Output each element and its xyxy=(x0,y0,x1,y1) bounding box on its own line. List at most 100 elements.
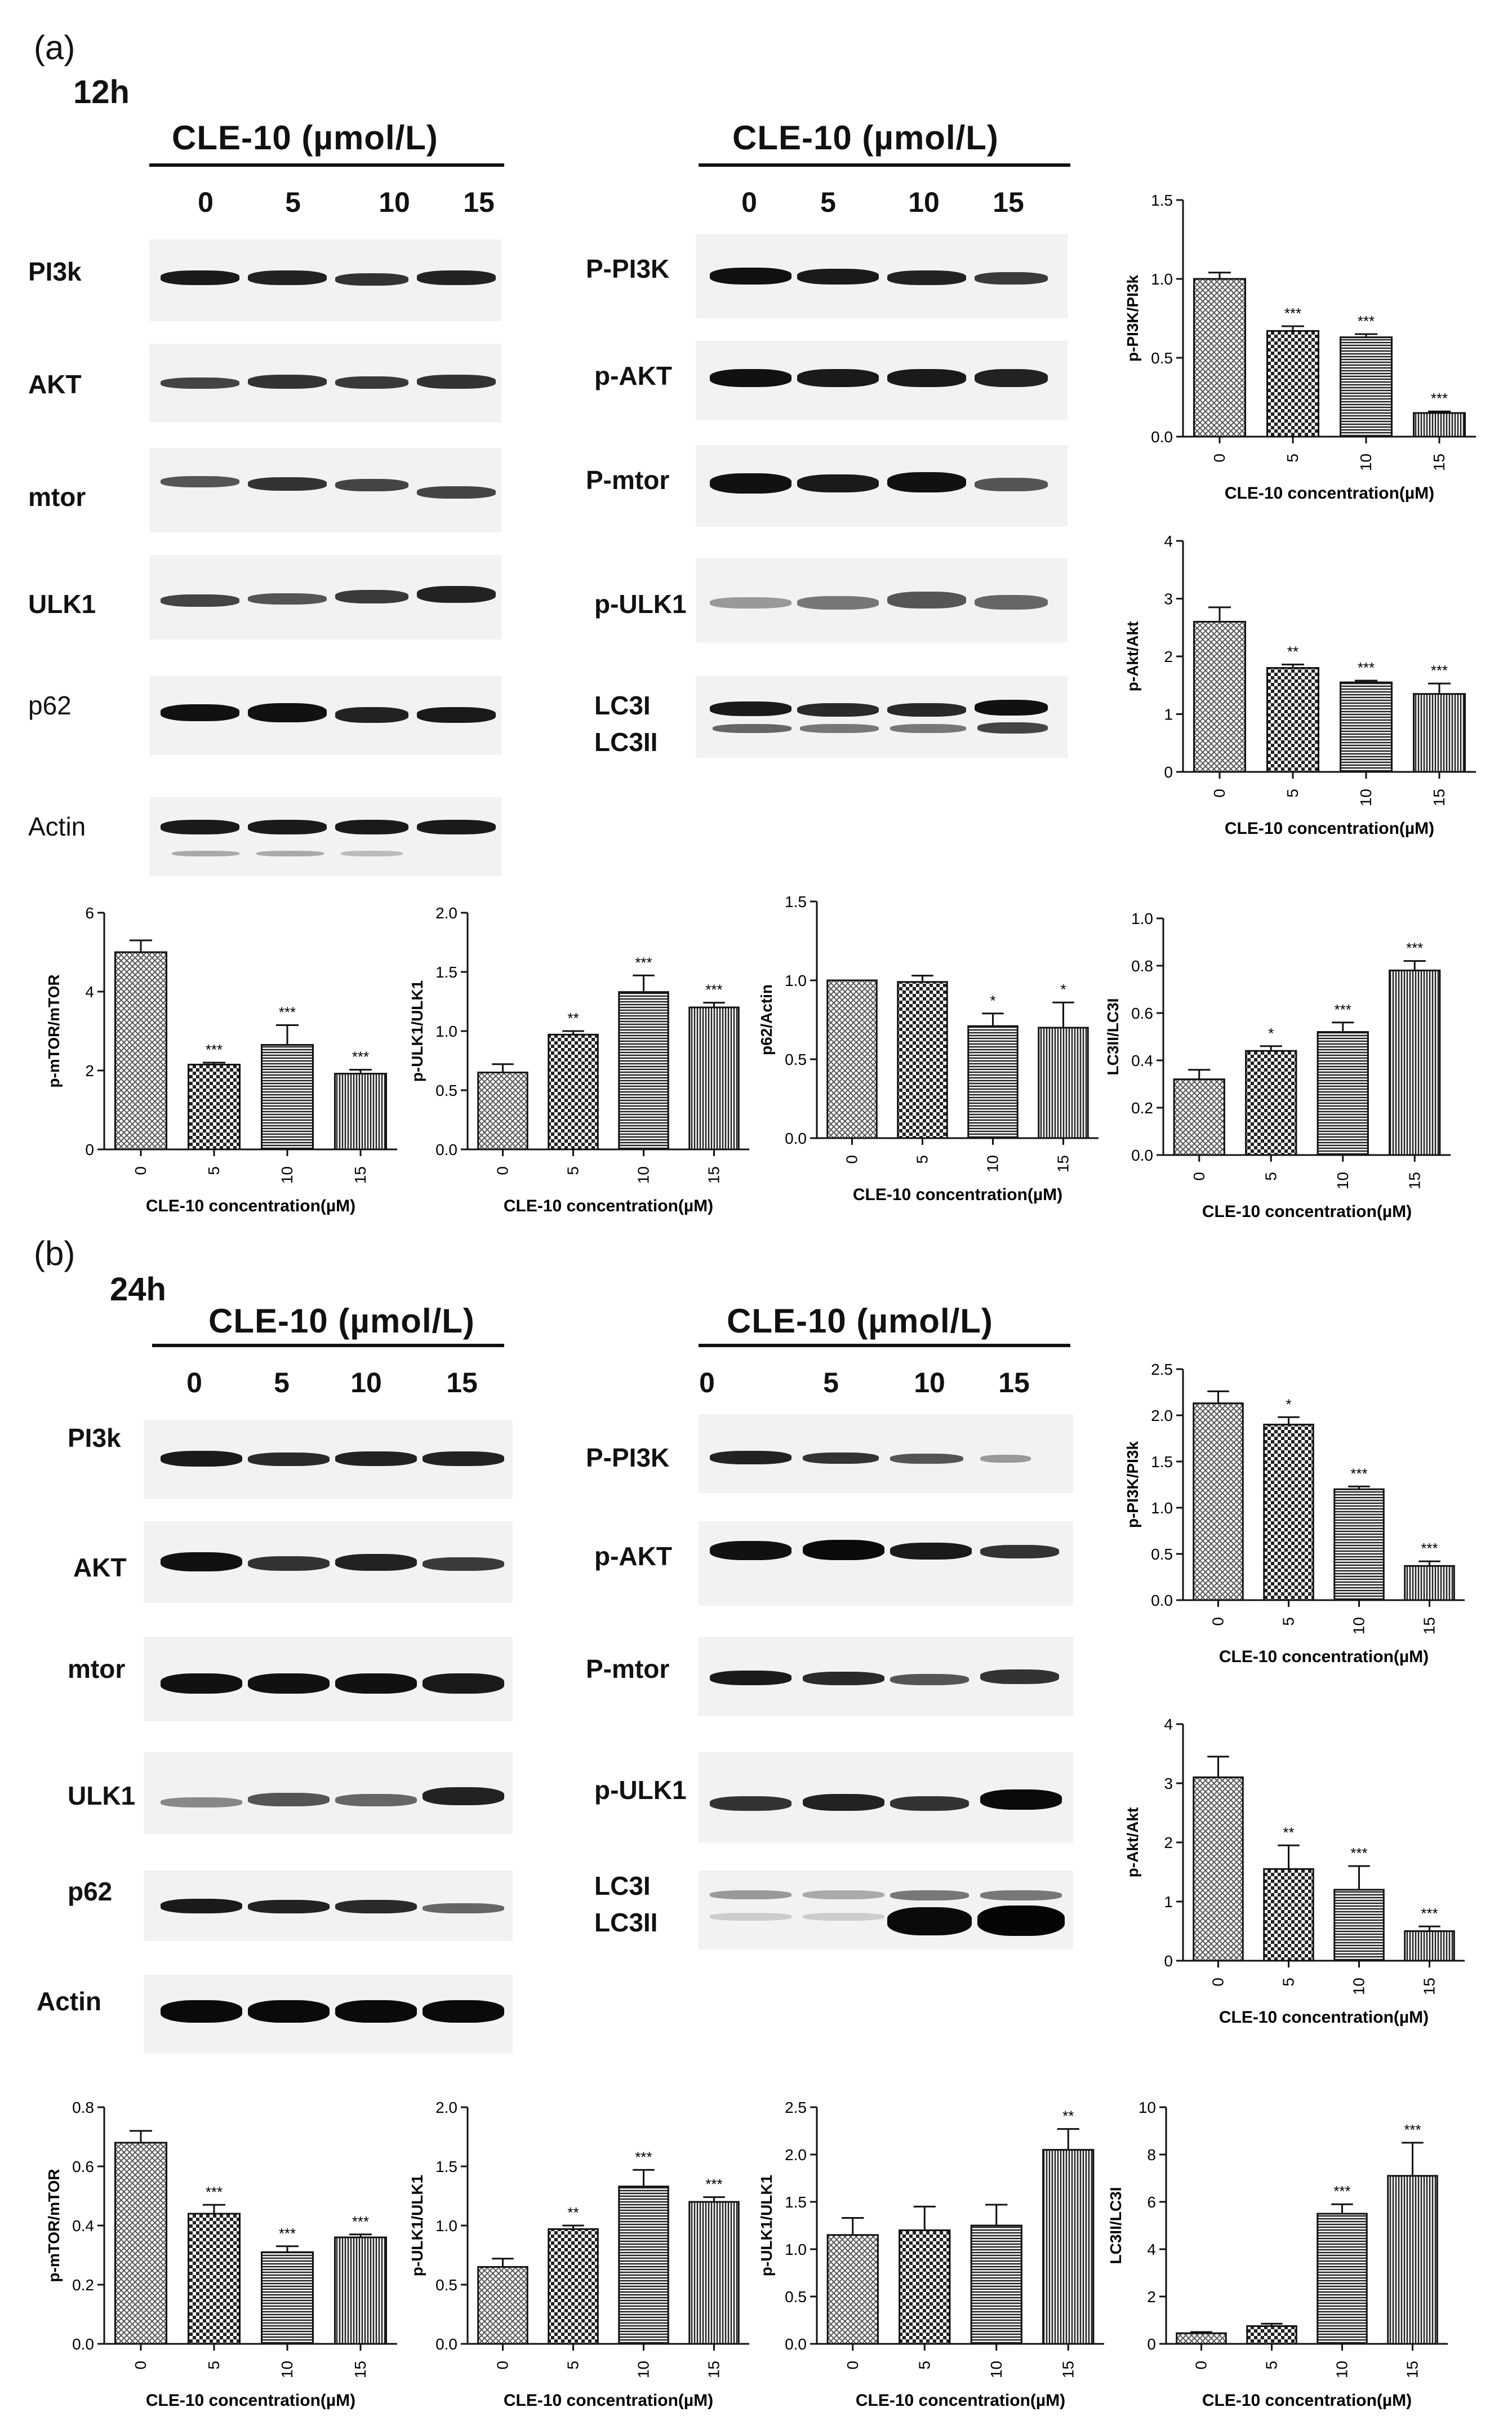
y-tick-label: 2.5 xyxy=(1151,1361,1173,1378)
blot-image xyxy=(699,1871,1073,1949)
y-tick-label: 4 xyxy=(1164,532,1173,550)
significance-label: *** xyxy=(1431,662,1448,679)
x-tick-label: 10 xyxy=(1350,1978,1368,1995)
blot-label-p62: p62 xyxy=(68,1877,113,1906)
x-axis-label: CLE-10 concentration(µM) xyxy=(1202,1202,1412,1221)
x-axis-label: CLE-10 concentration(µM) xyxy=(504,2391,713,2410)
x-tick-label: 0 xyxy=(1211,789,1228,798)
blot-label-pi3k: PI3k xyxy=(68,1423,121,1453)
x-tick-label: 0 xyxy=(1211,454,1228,463)
y-tick-label: 0.0 xyxy=(435,2335,457,2353)
blot-label-p-pi3k: P-PI3K xyxy=(586,254,670,283)
lane-label: 15 xyxy=(463,186,495,218)
x-tick-label: 15 xyxy=(1430,789,1448,806)
x-tick-label: 10 xyxy=(984,1155,1002,1172)
blot-image xyxy=(149,797,501,876)
lane-label: 5 xyxy=(274,1367,290,1398)
bar xyxy=(1193,1402,1244,1601)
y-tick-label: 0 xyxy=(1147,2335,1156,2353)
significance-label: *** xyxy=(279,2225,296,2242)
blot-label-pi3k: PI3k xyxy=(28,257,82,286)
bar xyxy=(114,951,167,1151)
x-tick-label: 0 xyxy=(1190,1172,1208,1181)
lane-label: 10 xyxy=(379,186,410,218)
bar xyxy=(261,1044,314,1151)
significance-label: * xyxy=(1286,1396,1291,1413)
y-tick-label: 0.6 xyxy=(1131,1005,1153,1022)
bar xyxy=(826,979,878,1139)
blot-image xyxy=(144,1975,513,2054)
bar xyxy=(618,991,669,1151)
lane-label: 5 xyxy=(285,186,301,218)
y-tick-label: 1.5 xyxy=(785,2193,807,2211)
y-tick-label: 0.5 xyxy=(785,1051,807,1068)
lane-label: 10 xyxy=(908,186,940,218)
x-axis-label: CLE-10 concentration(µM) xyxy=(1219,1647,1429,1666)
x-tick-label: 10 xyxy=(278,2361,296,2378)
significance-label: *** xyxy=(1431,390,1448,407)
x-tick-label: 10 xyxy=(1333,2361,1351,2378)
significance-label: *** xyxy=(206,2183,223,2200)
significance-label: *** xyxy=(1421,1905,1438,1922)
y-tick-label: 2.0 xyxy=(435,904,457,922)
y-tick-label: 0.5 xyxy=(435,1082,457,1099)
y-tick-label: 0.5 xyxy=(435,2276,457,2294)
blot-image xyxy=(696,558,1068,642)
blot-label-p-akt: p-AKT xyxy=(594,1542,672,1571)
bar xyxy=(1193,278,1246,438)
panel-b-letter: (b) xyxy=(34,1234,75,1272)
bar xyxy=(477,2266,528,2345)
x-tick-label: 0 xyxy=(494,2361,512,2370)
x-tick-label: 5 xyxy=(564,2361,582,2370)
y-tick-label: 0.4 xyxy=(72,2217,94,2235)
bar xyxy=(334,2236,387,2345)
bar xyxy=(1266,667,1319,773)
x-tick-label: 10 xyxy=(635,1166,652,1184)
y-tick-label: 0.0 xyxy=(72,2335,94,2353)
x-axis-label: CLE-10 concentration(µM) xyxy=(853,1185,1062,1204)
blot-image xyxy=(149,555,501,639)
blot-label-lc3i: LC3I xyxy=(594,691,651,720)
panel-a-header-right: CLE-10 (µmol/L) xyxy=(732,119,999,157)
blot-label-p-akt: p-AKT xyxy=(594,361,672,390)
significance-label: * xyxy=(1268,1025,1274,1042)
y-tick-label: 4 xyxy=(85,983,94,1001)
x-tick-label: 10 xyxy=(988,2361,1005,2378)
significance-label: *** xyxy=(1358,659,1375,676)
bar xyxy=(1333,1889,1385,1962)
bar xyxy=(1333,1488,1385,1601)
x-tick-label: 5 xyxy=(1284,454,1301,463)
x-tick-label: 15 xyxy=(1421,1617,1438,1634)
y-tick-label: 2.0 xyxy=(435,2099,457,2116)
bar xyxy=(1042,2149,1095,2345)
x-tick-label: 5 xyxy=(1284,789,1301,798)
y-tick-label: 0.2 xyxy=(1131,1099,1153,1117)
bar xyxy=(548,2228,599,2345)
x-tick-label: 0 xyxy=(843,1155,861,1164)
blot-image xyxy=(149,344,501,423)
bar xyxy=(1193,1776,1244,1962)
blot-label-p-ulk1: p-ULK1 xyxy=(594,1775,687,1805)
y-axis-label: p62/Actin xyxy=(758,984,775,1055)
x-axis-label: CLE-10 concentration(µM) xyxy=(504,1197,713,1215)
x-tick-label: 0 xyxy=(494,1166,512,1175)
y-tick-label: 1.5 xyxy=(785,893,807,910)
x-tick-label: 0 xyxy=(1209,1978,1227,1987)
bar xyxy=(1246,2325,1297,2345)
lane-label: 0 xyxy=(186,1367,202,1398)
blot-label-actin: Actin xyxy=(37,1987,101,2016)
x-tick-label: 0 xyxy=(844,2361,861,2370)
bar xyxy=(1176,2332,1227,2345)
x-tick-label: 5 xyxy=(915,2361,933,2370)
blot-label-p62: p62 xyxy=(28,691,72,720)
x-tick-label: 15 xyxy=(352,1166,369,1184)
bar xyxy=(618,2186,669,2345)
y-tick-label: 0.2 xyxy=(72,2276,94,2294)
bar xyxy=(548,1033,599,1151)
significance-label: ** xyxy=(567,2204,579,2221)
panel-b-header-left: CLE-10 (µmol/L) xyxy=(208,1302,475,1340)
blot-label-mtor: mtor xyxy=(28,482,86,512)
blot-label-ulk1: ULK1 xyxy=(68,1781,136,1810)
y-tick-label: 0.8 xyxy=(72,2099,94,2116)
bar xyxy=(1404,1565,1455,1601)
